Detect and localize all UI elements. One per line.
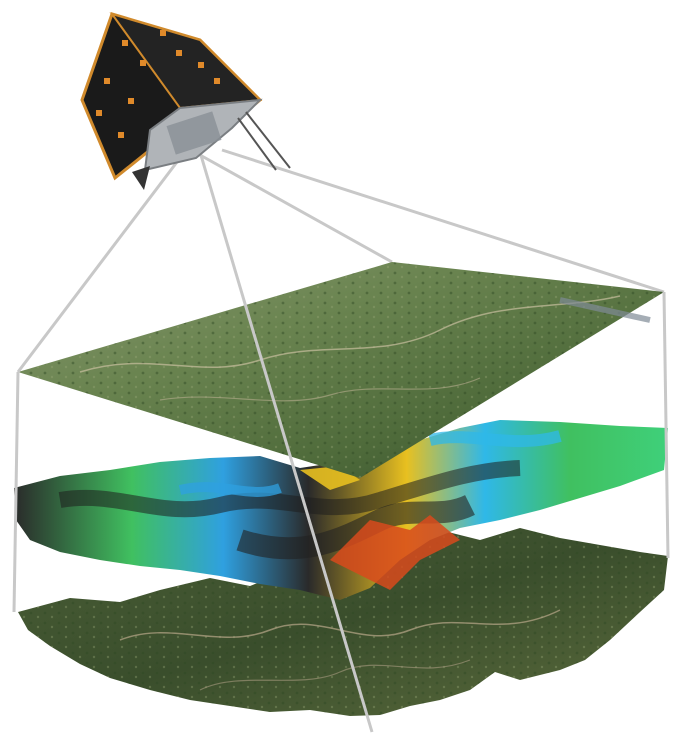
- frame-lines-back: [199, 148, 665, 294]
- satellite-imagery-layer: [18, 262, 664, 478]
- frame-lines-front: [12, 151, 670, 733]
- terrain-3d-layer: [18, 528, 668, 716]
- elevation-model-layer: [14, 420, 668, 600]
- solar-panel-marks: [96, 30, 220, 138]
- satellite: [80, 12, 291, 190]
